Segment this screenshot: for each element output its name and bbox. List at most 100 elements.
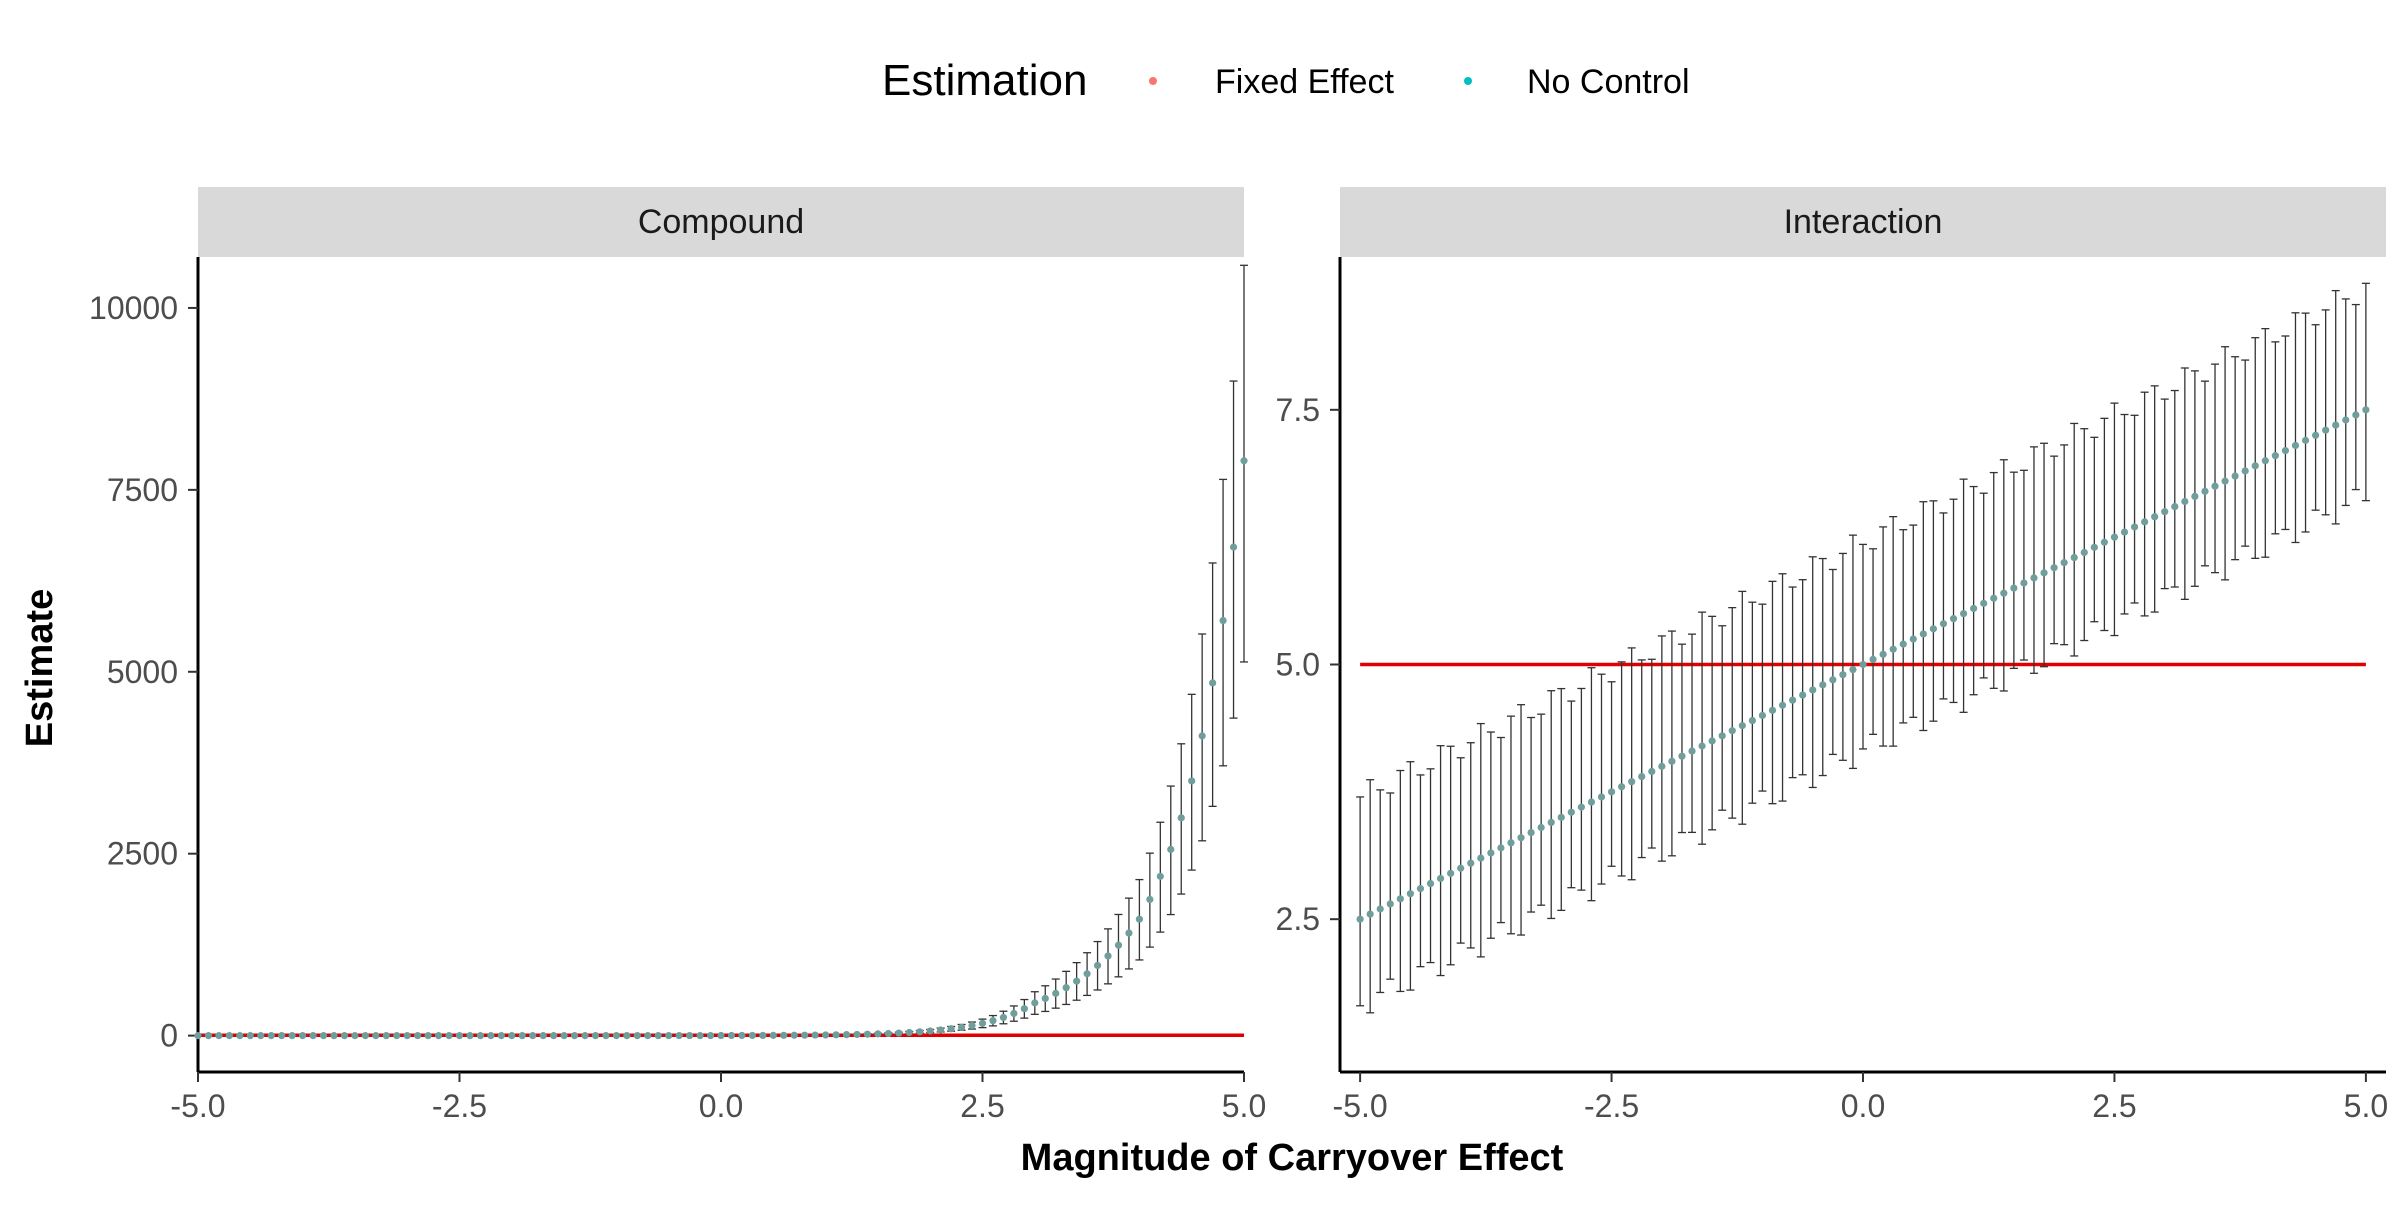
error-bar — [2221, 347, 2229, 580]
error-bar — [2100, 418, 2108, 630]
data-point — [717, 1032, 724, 1039]
data-point — [1759, 712, 1766, 719]
error-bar — [1427, 769, 1435, 963]
data-point — [487, 1032, 494, 1039]
data-point — [676, 1032, 683, 1039]
x-tick-label: 2.5 — [2092, 1088, 2136, 1124]
x-tick-label: 5.0 — [1222, 1088, 1266, 1124]
data-point — [320, 1032, 327, 1039]
data-point — [1568, 809, 1575, 816]
data-point — [1527, 829, 1534, 836]
data-point — [1598, 793, 1605, 800]
data-point — [2362, 406, 2369, 413]
data-point — [372, 1032, 379, 1039]
data-point — [770, 1032, 777, 1039]
data-point — [1115, 942, 1122, 949]
data-point — [1648, 768, 1655, 775]
data-point — [1698, 742, 1705, 749]
x-tick-label: 0.0 — [1841, 1088, 1885, 1124]
data-point — [2101, 539, 2108, 546]
data-point — [1125, 929, 1132, 936]
y-tick-label: 7.5 — [1276, 392, 1320, 428]
error-bar — [1557, 689, 1565, 911]
data-point — [1437, 875, 1444, 882]
data-point — [1618, 783, 1625, 790]
error-bar — [2010, 472, 2018, 668]
data-point — [477, 1032, 484, 1039]
data-point — [1658, 763, 1665, 770]
error-bar — [2342, 299, 2350, 506]
legend-label-no-control: No Control — [1527, 63, 1690, 101]
data-point — [738, 1032, 745, 1039]
data-point — [602, 1032, 609, 1039]
data-point — [2292, 442, 2299, 449]
error-bar — [2151, 386, 2159, 612]
error-bar — [1406, 762, 1414, 990]
data-point — [2081, 549, 2088, 556]
data-point — [2030, 574, 2037, 581]
error-bar — [1980, 493, 1988, 678]
data-point — [1367, 910, 1374, 917]
data-point — [644, 1032, 651, 1039]
data-point — [1749, 717, 1756, 724]
data-point — [2091, 544, 2098, 551]
data-point — [1136, 916, 1143, 923]
error-bar — [1748, 602, 1756, 803]
error-bar — [1356, 797, 1364, 1006]
data-point — [362, 1032, 369, 1039]
error-bar — [1587, 668, 1595, 901]
data-point — [1588, 798, 1595, 805]
x-axis-title: Magnitude of Carryover Effect — [1021, 1137, 1564, 1179]
data-point — [2302, 437, 2309, 444]
data-point — [989, 1017, 996, 1024]
data-point — [801, 1032, 808, 1039]
error-bar — [1738, 591, 1746, 824]
data-point — [1031, 999, 1038, 1006]
data-point — [1739, 722, 1746, 729]
data-point — [498, 1032, 505, 1039]
error-bar — [2251, 338, 2259, 559]
error-bar — [2291, 313, 2299, 543]
data-point — [1199, 732, 1206, 739]
data-point — [1719, 732, 1726, 739]
error-bar — [1416, 775, 1424, 967]
data-point — [215, 1032, 222, 1039]
error-bar — [1799, 580, 1807, 775]
error-bar — [2241, 360, 2249, 546]
data-point — [780, 1032, 787, 1039]
data-point — [1930, 625, 1937, 632]
error-bar — [1950, 499, 1958, 702]
data-point — [2141, 518, 2148, 525]
data-point — [2352, 411, 2359, 418]
data-point — [613, 1032, 620, 1039]
data-point — [1729, 727, 1736, 734]
data-point — [1769, 707, 1776, 714]
data-point — [2171, 503, 2178, 510]
panel-title-interaction: Interaction — [1784, 203, 1943, 241]
data-point — [2000, 590, 2007, 597]
legend-title: Estimation — [882, 56, 1087, 105]
data-point — [1688, 747, 1695, 754]
data-point — [1578, 804, 1585, 811]
data-point — [205, 1032, 212, 1039]
data-point — [623, 1032, 630, 1039]
error-bar — [1507, 716, 1515, 934]
data-point — [592, 1032, 599, 1039]
data-point — [2262, 457, 2269, 464]
x-tick-label: 0.0 — [699, 1088, 743, 1124]
data-point — [1970, 605, 1977, 612]
data-point — [1219, 617, 1226, 624]
data-point — [1357, 916, 1364, 923]
data-point — [2322, 427, 2329, 434]
error-bar — [1909, 525, 1917, 717]
data-point — [1178, 814, 1185, 821]
data-point — [1990, 595, 1997, 602]
error-bar — [1497, 738, 1505, 923]
legend-key-fixed-effect — [1149, 77, 1157, 85]
data-point — [289, 1032, 296, 1039]
data-point — [571, 1032, 578, 1039]
error-bar — [2312, 325, 2320, 510]
data-point — [1980, 600, 1987, 607]
data-point — [832, 1031, 839, 1038]
